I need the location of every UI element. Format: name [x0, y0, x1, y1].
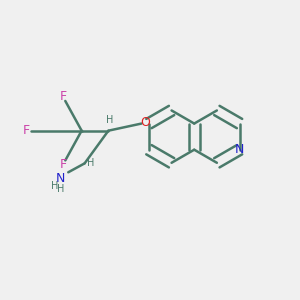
Text: F: F — [60, 158, 68, 171]
Text: N: N — [235, 143, 244, 156]
Text: H: H — [88, 158, 95, 168]
Text: H: H — [51, 181, 58, 191]
Text: F: F — [60, 90, 68, 103]
Text: F: F — [23, 124, 30, 137]
Text: N: N — [56, 172, 65, 185]
Text: H: H — [106, 115, 114, 125]
Text: H: H — [57, 184, 64, 194]
Text: O: O — [140, 116, 150, 129]
